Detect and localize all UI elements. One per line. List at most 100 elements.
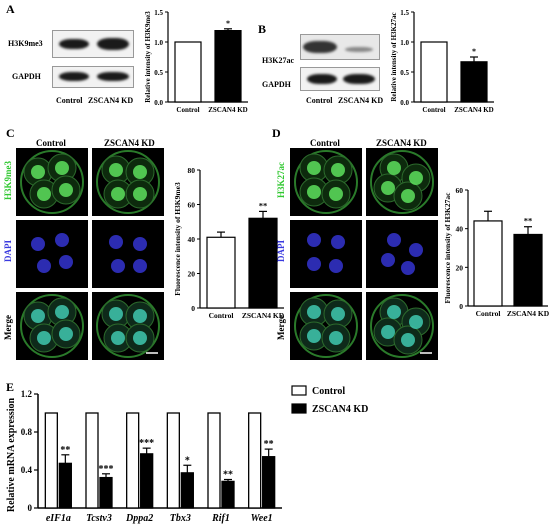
- nucleus: [59, 183, 73, 197]
- blot-label: H3K9me3: [8, 39, 43, 48]
- y-axis-label: Relative intensity of H3K9me3: [144, 11, 152, 103]
- bar: [126, 412, 140, 509]
- column-label: Control: [310, 138, 340, 148]
- x-tick-label: Tcstv3: [86, 513, 112, 524]
- nucleus: [329, 187, 343, 201]
- bar: [180, 472, 194, 509]
- nucleus: [55, 161, 69, 175]
- x-tick-label: ZSCAN4 KD: [208, 106, 247, 114]
- y-tick-label: 40: [456, 225, 464, 234]
- panel-c-letter: C: [6, 126, 15, 140]
- nucleus: [307, 161, 321, 175]
- significance-label: **: [259, 200, 268, 210]
- nucleus: [387, 161, 401, 175]
- zona-ring: [370, 150, 434, 214]
- y-tick-label: 0.0: [400, 99, 409, 107]
- x-tick-label: ZSCAN4 KD: [242, 311, 285, 320]
- significance-label: ***: [139, 438, 154, 449]
- column-label: ZSCAN4 KD: [104, 138, 155, 148]
- significance-label: *: [185, 455, 190, 466]
- nucleus: [401, 261, 415, 275]
- nucleus: [133, 331, 147, 345]
- y-tick-label: 0.5: [400, 69, 409, 77]
- nucleus: [401, 333, 415, 347]
- zona-ring: [370, 294, 434, 358]
- y-tick-label: 60: [188, 201, 196, 210]
- bar: [248, 412, 262, 509]
- legend-swatch: [291, 385, 307, 396]
- nucleus: [329, 259, 343, 273]
- column-label: Control: [36, 138, 66, 148]
- nucleus: [37, 331, 51, 345]
- micrograph-tile: [290, 220, 362, 288]
- nucleus: [409, 243, 423, 257]
- bar: [248, 217, 278, 309]
- significance-label: *: [472, 47, 476, 56]
- nucleus: [133, 259, 147, 273]
- panel-d-letter: D: [272, 126, 281, 140]
- x-tick-label: Control: [476, 309, 501, 318]
- nucleus: [307, 305, 321, 319]
- y-tick-label: 1.0: [400, 39, 409, 47]
- bar: [140, 453, 154, 509]
- legend-label: ZSCAN4 KD: [312, 404, 368, 415]
- x-tick-label: Control: [176, 106, 199, 114]
- bar: [58, 462, 72, 509]
- x-tick-label: Rif1: [211, 513, 230, 524]
- significance-label: *: [226, 19, 230, 28]
- nucleus: [381, 253, 395, 267]
- significance-label: **: [524, 216, 533, 226]
- nucleus: [37, 187, 51, 201]
- bar: [473, 220, 503, 307]
- nucleus: [109, 163, 123, 177]
- nucleus: [109, 235, 123, 249]
- nucleus: [59, 255, 73, 269]
- bar: [262, 456, 276, 509]
- nucleus: [31, 165, 45, 179]
- nucleus: [111, 259, 125, 273]
- x-tick-label: ZSCAN4 KD: [507, 309, 550, 318]
- column-label: ZSCAN4 KD: [376, 138, 427, 148]
- y-tick-label: 0.5: [154, 69, 163, 77]
- nucleus: [387, 233, 401, 247]
- lane-label: ZSCAN4 KD: [88, 96, 134, 105]
- zona-ring: [20, 150, 84, 214]
- nucleus: [55, 305, 69, 319]
- blot-b-h3k27ac: [300, 34, 380, 60]
- row-label-h3k9me3: H3K9me3: [3, 161, 13, 200]
- lane-label: Control: [306, 96, 333, 105]
- lane-label: ZSCAN4 KD: [338, 96, 384, 105]
- zona-ring: [20, 294, 84, 358]
- row-label-dapi: DAPI: [3, 240, 13, 262]
- significance-label: **: [60, 445, 70, 456]
- y-axis-label: Relative mRNA expression: [6, 397, 17, 512]
- blot-label: GAPDH: [12, 72, 41, 81]
- chart-c: 0 20 40 60 80 Fluorescence intensity of H3K9m…: [173, 166, 285, 320]
- nucleus: [307, 329, 321, 343]
- chart-e: 0 0.4 0.8 1.2 Relative mRNA expression ** eIF1…: [6, 385, 368, 524]
- y-tick-label: 0: [191, 304, 195, 313]
- bar: [221, 480, 235, 509]
- x-tick-label: eIF1a: [46, 513, 71, 524]
- nucleus: [329, 331, 343, 345]
- y-tick-label: 1.5: [154, 9, 163, 17]
- nucleus: [111, 331, 125, 345]
- bar: [420, 41, 448, 103]
- nucleus: [133, 165, 147, 179]
- blot-label: GAPDH: [262, 80, 291, 89]
- nucleus: [331, 235, 345, 249]
- nucleus: [307, 257, 321, 271]
- panel-b-letter: B: [258, 22, 267, 36]
- nucleus: [387, 305, 401, 319]
- bar: [166, 412, 180, 509]
- y-axis-label: Relative intensity of H3K27ac: [390, 12, 398, 101]
- micrograph-grid-c: [16, 148, 164, 360]
- nucleus: [133, 187, 147, 201]
- row-label-merge: Merge: [3, 315, 13, 340]
- panel-e-letter: E: [6, 380, 15, 394]
- y-tick-label: 0.8: [21, 427, 33, 437]
- bar: [513, 233, 543, 307]
- y-tick-label: 60: [456, 186, 464, 195]
